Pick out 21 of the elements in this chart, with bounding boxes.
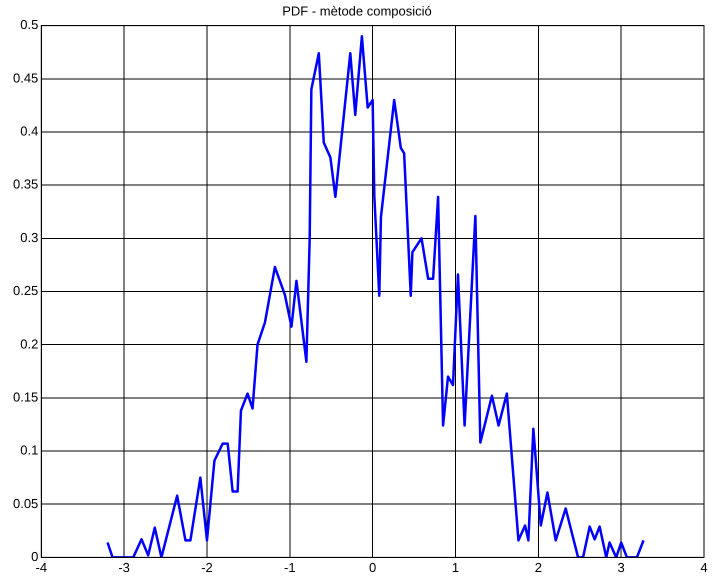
x-tick-label: -3 [118, 560, 130, 575]
y-tick-label: 0.05 [12, 496, 38, 511]
chart-title: PDF - mètode composició [282, 3, 432, 18]
x-tick-label: -2 [201, 560, 213, 575]
y-tick-label: 0.2 [20, 336, 38, 352]
y-tick-label: 0.25 [12, 283, 38, 298]
y-tick-label: 0 [31, 548, 38, 564]
x-tick-label: -1 [284, 560, 296, 575]
y-tick-label: 0.1 [20, 442, 38, 458]
x-tick-label: 4 [700, 560, 708, 575]
x-tick-label: -4 [36, 560, 48, 575]
y-tick-label: 0.35 [12, 176, 38, 192]
y-tick-label: 0.45 [12, 70, 38, 86]
y-tick-label: 0.15 [12, 389, 38, 404]
x-tick-label: 1 [452, 560, 460, 575]
x-tick-label: 0 [369, 560, 376, 575]
x-tick-label: 2 [534, 560, 542, 575]
y-tick-label: 0.3 [20, 230, 38, 245]
y-tick-label: 0.5 [20, 17, 38, 32]
x-tick-label: 3 [618, 560, 625, 575]
y-tick-label: 0.4 [20, 124, 38, 139]
